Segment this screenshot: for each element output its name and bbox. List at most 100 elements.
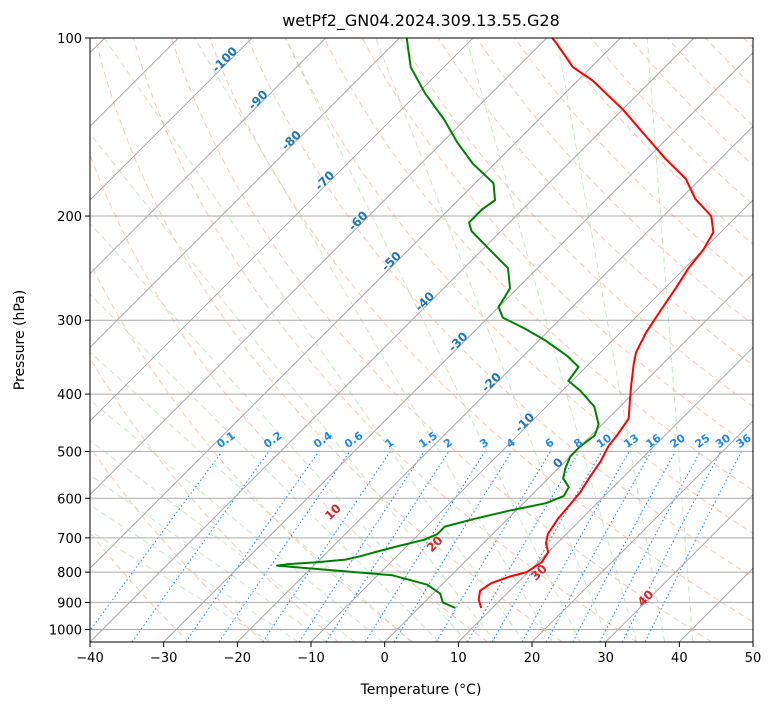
- chart-title: wetPf2_GN04.2024.309.13.55.G28: [282, 11, 560, 31]
- x-tick-label: −20: [224, 651, 251, 666]
- mixing-ratio-label: 0.1: [214, 429, 237, 451]
- moist-adiabat: [646, 38, 694, 642]
- dry-adiabat: [667, 38, 753, 127]
- moist-adiabat: [103, 38, 525, 642]
- dry-adiabat: [285, 38, 753, 535]
- isotherm-line: [457, 346, 753, 642]
- dry-adiabat: [476, 38, 753, 326]
- dewpoint-profile-line: [275, 38, 600, 609]
- moist-adiabat: [375, 38, 609, 642]
- y-axis: 100 200 300 400 500 600 700 800 900 1000: [49, 32, 90, 638]
- isotherm-label: -40: [412, 289, 437, 314]
- moist-adiabat: [90, 530, 271, 642]
- y-tick-label: 600: [57, 492, 82, 507]
- mixing-ratio-label: 13: [621, 431, 641, 450]
- mixing-ratio-label: 3: [477, 436, 491, 451]
- y-tick-label: 500: [57, 445, 82, 460]
- dry-adiabat: [552, 38, 753, 245]
- mixing-ratio-line: [545, 451, 652, 642]
- isotherm-label: 0: [550, 455, 566, 471]
- moist-adiabat: [90, 474, 327, 642]
- isotherm-line: [90, 38, 253, 201]
- moist-adiabat: [194, 38, 553, 642]
- y-tick-label: 300: [57, 314, 82, 329]
- dry-adiabat-label: 40: [635, 587, 657, 609]
- mixing-ratio-label: 30: [713, 431, 733, 451]
- y-tick-label: 200: [57, 210, 82, 225]
- dry-adiabat: [170, 38, 712, 642]
- background-lines: [90, 38, 753, 642]
- mixing-ratio-line: [467, 451, 580, 642]
- plot-frame: [89, 37, 754, 643]
- line-labels: 0.1 0.2 0.4 0.6 1 1.5 2 3 4 6 8 10 13 16 20 25 30 36-100-…: [209, 44, 754, 609]
- x-tick-label: −40: [76, 651, 103, 666]
- mixing-ratio-label: 1: [383, 436, 397, 451]
- isotherm-label: -90: [245, 87, 270, 112]
- mixing-ratio-label: 36: [734, 431, 754, 451]
- dry-adiabat-label: 30: [528, 562, 550, 584]
- isotherm-line: [90, 38, 695, 642]
- dry-adiabat: [90, 261, 414, 642]
- mixing-ratio-line: [325, 451, 450, 642]
- moist-adiabat: [90, 399, 384, 642]
- dry-adiabat: [90, 153, 488, 642]
- x-tick-label: 30: [597, 651, 614, 666]
- mixing-ratio-label: 4: [504, 436, 518, 451]
- isotherm-label: -60: [345, 208, 370, 233]
- x-tick-label: 0: [381, 651, 389, 666]
- dry-adiabat: [437, 38, 753, 366]
- y-tick-label: 100: [57, 32, 82, 47]
- y-axis-label: Pressure (hPa): [12, 290, 28, 390]
- isotherm-line: [605, 493, 753, 642]
- mixing-ratio-label: 1.5: [416, 429, 439, 451]
- dry-adiabat: [209, 38, 753, 623]
- dry-adiabat: [90, 446, 264, 642]
- x-axis: −40 −30 −20 −10 0 10 20 30 40 50: [76, 642, 761, 666]
- dry-adiabat: [247, 38, 753, 578]
- dry-adiabat: [743, 38, 753, 49]
- isotherm-line: [236, 125, 753, 642]
- isotherm-line: [752, 641, 753, 642]
- isotherm-label: -30: [445, 329, 470, 354]
- dry-adiabat: [590, 38, 753, 206]
- x-tick-label: −10: [297, 651, 324, 666]
- isotherm-line: [90, 38, 548, 496]
- isotherm-label: -50: [379, 249, 404, 274]
- dry-adiabat: [94, 38, 563, 642]
- mixing-ratio-label: 16: [644, 431, 664, 451]
- moist-adiabat: [90, 439, 356, 642]
- y-tick-label: 1000: [49, 623, 82, 638]
- mixing-ratio-line: [435, 451, 552, 642]
- isotherm-label: -20: [479, 370, 504, 395]
- mixing-ratio-line: [218, 451, 351, 642]
- isotherm-line: [678, 567, 753, 642]
- isotherm-label: -80: [279, 128, 304, 153]
- y-tick-label: 900: [57, 596, 82, 611]
- mixing-ratio-label: 6: [543, 436, 557, 451]
- moist-adiabat: [90, 351, 412, 642]
- series-lines: [275, 38, 715, 609]
- mixing-ratio-line: [185, 451, 320, 642]
- x-tick-label: 20: [524, 651, 541, 666]
- dry-adiabat: [132, 38, 638, 642]
- x-tick-label: 40: [671, 651, 688, 666]
- isotherm-line: [90, 38, 327, 275]
- mixing-ratio-label: 0.2: [261, 429, 284, 451]
- mixing-ratio-label: 25: [692, 431, 712, 450]
- x-tick-label: −30: [150, 651, 177, 666]
- isotherm-line: [163, 51, 753, 642]
- isotherm-label: -10: [512, 410, 537, 435]
- mixing-ratio-line: [521, 451, 630, 642]
- moist-adiabat: [90, 132, 496, 642]
- moist-adiabat: [556, 38, 666, 642]
- dry-adiabat: [705, 38, 753, 88]
- isotherm-line: [90, 38, 474, 422]
- y-tick-label: 800: [57, 566, 82, 581]
- mixing-ratio-line: [621, 451, 722, 642]
- x-tick-label: 10: [450, 651, 467, 666]
- y-tick-label: 400: [57, 388, 82, 403]
- isotherm-label: -100: [209, 44, 240, 75]
- mixing-ratio-line: [644, 451, 742, 642]
- isotherm-line: [531, 420, 753, 642]
